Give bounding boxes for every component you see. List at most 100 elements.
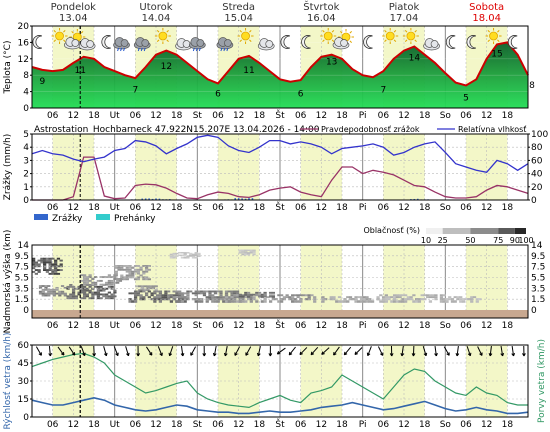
wind-arrow-icon	[455, 345, 460, 357]
arrow-head	[276, 351, 281, 355]
x-tick-label: 12	[316, 111, 327, 121]
cloud-cell	[125, 266, 129, 269]
cloud-cell	[224, 296, 229, 299]
cloud-cell	[110, 295, 114, 298]
cloud-cell	[133, 294, 138, 297]
legend-label: Zrážky	[52, 214, 83, 224]
cloud-cell	[133, 298, 138, 301]
cloud-cell	[191, 253, 196, 256]
x-tick-label: Pi	[359, 203, 367, 213]
cloud-cell	[307, 296, 311, 299]
cloud-cell	[56, 269, 61, 271]
sun-ray	[71, 30, 74, 34]
arrow-shaft	[401, 345, 404, 357]
sun-icon	[382, 28, 399, 44]
cloud-cell	[133, 292, 138, 295]
cloud-cell	[194, 252, 198, 255]
cloud-cell	[102, 295, 106, 298]
sun-ray	[404, 29, 408, 33]
cloud-cell	[178, 296, 182, 299]
arrow-head	[256, 352, 261, 357]
x-tick-label: So	[440, 111, 452, 121]
arrow-head	[159, 352, 163, 357]
sun-ray	[414, 29, 417, 33]
cloud-cell	[164, 290, 168, 293]
cloud-cell	[321, 296, 325, 299]
humidity-tick-label: 100	[531, 130, 548, 140]
cloud-cell	[54, 272, 58, 275]
arrow-shaft	[500, 345, 504, 357]
cloud-cell	[238, 251, 242, 253]
sun-ray	[53, 39, 57, 43]
arrow-shaft	[310, 346, 319, 356]
cloud-part	[265, 40, 274, 48]
temp-min-label: 7	[380, 85, 386, 95]
cloud-cell	[69, 297, 73, 300]
legend-label: Pravdepodobnosť zrážok	[321, 125, 420, 134]
legend-swatch	[34, 214, 48, 220]
cloud-cell	[153, 292, 157, 295]
cloud-cell	[63, 294, 67, 297]
cloud-cell	[213, 298, 218, 301]
arrow-shaft	[288, 346, 296, 356]
cloud-cell	[59, 269, 63, 271]
temp-max-label: 13	[326, 58, 337, 68]
cloud-cell	[291, 294, 295, 297]
cloud-cell	[110, 293, 114, 296]
cloud-cell	[58, 290, 62, 293]
arrow-head	[299, 351, 303, 356]
cloud-cell	[125, 278, 129, 281]
cloud-cell	[161, 294, 165, 297]
cloud-cell	[293, 298, 298, 301]
cloud-cell	[172, 290, 176, 293]
altitude-tick-label: 1.5	[531, 295, 545, 305]
x-tick-label: 12	[481, 203, 492, 213]
moon-crescent	[507, 35, 518, 49]
cloud-cell	[453, 296, 457, 299]
cloud-cell	[310, 294, 314, 297]
x-tick-label: 18	[502, 321, 514, 331]
cloud-cell	[88, 284, 92, 286]
x-tick-label: So	[440, 420, 452, 430]
arrow-shaft	[57, 346, 65, 356]
cloud-cell	[398, 296, 402, 299]
cloud-cell	[94, 291, 98, 294]
cloud-cell	[296, 296, 300, 299]
cloud-cell	[167, 294, 171, 297]
cloud-cell	[426, 296, 430, 299]
cloud-cell	[144, 268, 149, 271]
cloud-cell	[153, 296, 157, 299]
cloud-cell	[94, 276, 98, 279]
wind-tick-label: 60	[18, 341, 30, 351]
cloud-cell	[260, 300, 264, 303]
arrow-head	[60, 351, 65, 356]
cloud-cell	[69, 295, 73, 298]
colorbar-segment	[498, 228, 515, 234]
sun-ray	[331, 29, 335, 33]
cloud-cell	[205, 300, 209, 303]
cloud-cell	[47, 294, 51, 297]
cloud-cell	[32, 261, 36, 264]
cloud-cell	[55, 292, 59, 295]
cloud-cell	[128, 298, 132, 301]
cloud-cell	[88, 274, 92, 277]
sun-ray	[63, 39, 66, 43]
cloud-cell	[222, 298, 226, 301]
cloud-cell	[183, 253, 187, 256]
arrow-head	[389, 353, 394, 357]
cloud-cell	[249, 251, 253, 253]
sun-icon	[320, 28, 337, 44]
cloud-cell	[133, 300, 138, 303]
cloud-part	[86, 40, 94, 48]
rain-drop	[143, 47, 146, 52]
arrow-shaft	[333, 346, 340, 356]
cloud-part	[182, 40, 191, 48]
cloud-cell	[376, 296, 380, 299]
cloud-cell	[102, 283, 106, 286]
x-tick-label: So	[440, 321, 452, 331]
x-tick-label: 06	[378, 321, 390, 331]
cloud-cell	[158, 300, 163, 303]
x-tick-label: 12	[316, 420, 327, 430]
cloud-cell	[47, 288, 51, 291]
cloud-cell	[313, 300, 317, 303]
